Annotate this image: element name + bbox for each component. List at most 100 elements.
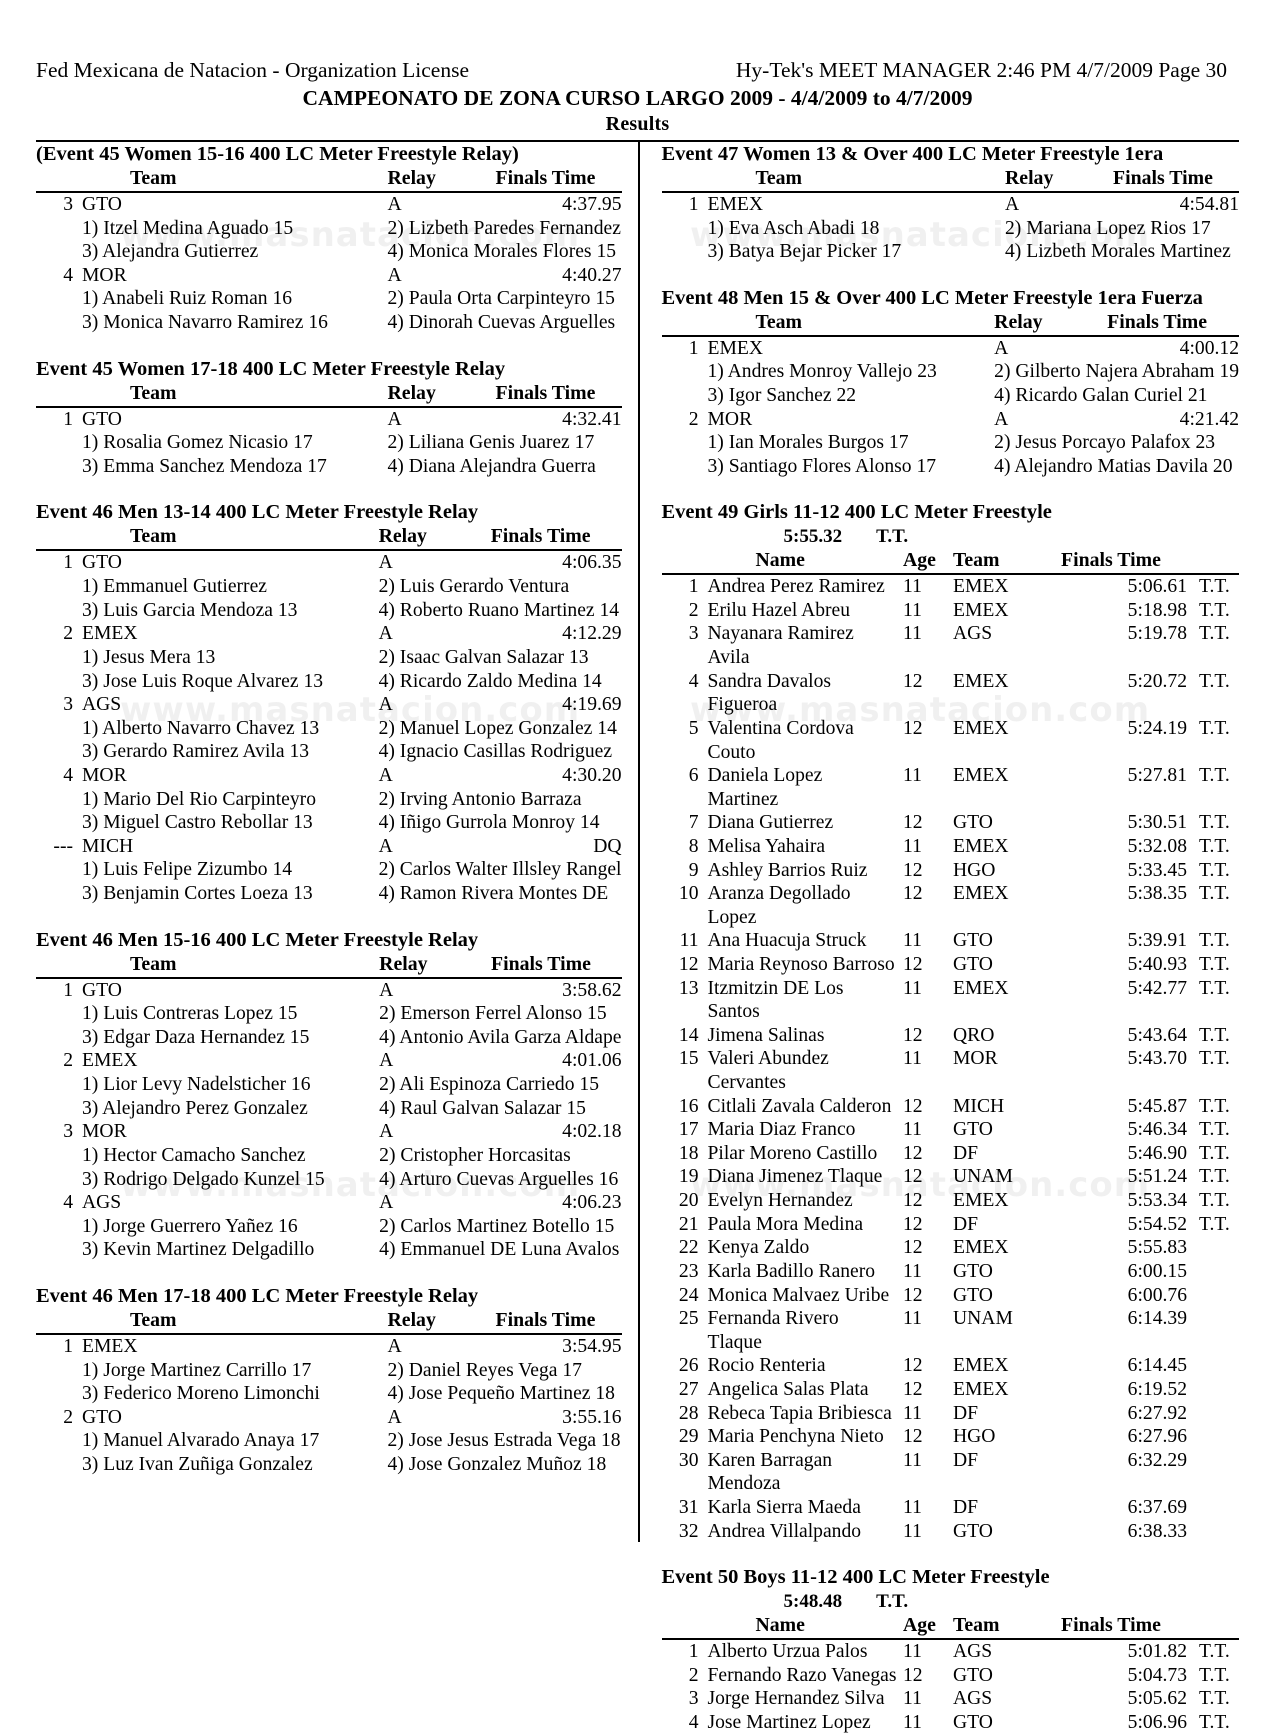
tt-flag: T.T.	[1199, 1711, 1230, 1733]
swimmer-name: Paula Mora Medina	[707, 1213, 864, 1235]
document-header: Fed Mexicana de Natacion - Organization …	[0, 0, 1275, 136]
swimmer-age: 11	[903, 576, 922, 598]
relay-swimmer: 4) Raul Galvan Salazar 15	[379, 1097, 586, 1119]
column-header-team: Team	[707, 310, 995, 337]
place: 12	[678, 953, 699, 975]
table-row: 25 Fernanda Rivero Tlaque 11 UNAM 6:14.39	[662, 1307, 1240, 1354]
table-row: 4 AGS A 4:06.23	[36, 1191, 621, 1215]
swimmer-name: Karen Barragan Mendoza	[707, 1449, 833, 1495]
swimmer-name: Diana Gutierrez	[707, 812, 834, 834]
swimmer-name: Rocio Renteria	[707, 1355, 826, 1377]
relay-swimmer: 1) Emmanuel Gutierrez	[82, 576, 267, 598]
place: 3	[63, 1121, 73, 1143]
place: 19	[678, 1166, 699, 1188]
team-code: GTO	[953, 953, 993, 975]
place: 31	[678, 1497, 699, 1518]
swimmer-age: 12	[903, 1284, 923, 1306]
team-code: DF	[953, 1402, 979, 1424]
finals-time: 4:21.42	[1179, 408, 1239, 430]
place: 3	[688, 623, 699, 645]
finals-time: DQ	[593, 835, 622, 857]
tt-flag: T.T.	[1199, 883, 1230, 905]
tt-flag	[1187, 1520, 1239, 1544]
relay-swimmer: 3) Batya Bejar Picker 17	[707, 241, 902, 263]
relay-swimmer: 1) Jesus Mera 13	[82, 646, 216, 668]
swimmer-age: 12	[903, 883, 923, 905]
swimmer-name: Valentina Cordova Couto	[707, 717, 854, 763]
finals-time: 5:06.96	[1127, 1711, 1187, 1733]
place: 1	[63, 979, 73, 1001]
table-row: 18 Pilar Moreno Castillo 12 DF 5:46.90 T.T.	[662, 1142, 1240, 1166]
relay-results-table: Team Relay Finals Time 1 GTO A 4:32.41 1) Rosal…	[36, 381, 622, 479]
organization-line: Fed Mexicana de Natacion - Organization …	[36, 58, 470, 82]
relay-swimmer: 2) Lizbeth Paredes Fernandez	[387, 217, 621, 239]
place: 32	[678, 1520, 699, 1542]
place: 1	[63, 552, 73, 574]
finals-time: 5:06.61	[1127, 576, 1187, 598]
section-label: Results	[605, 113, 670, 135]
finals-time: 5:01.82	[1127, 1640, 1187, 1662]
finals-time: 6:19.52	[1127, 1378, 1187, 1400]
finals-time: 5:32.08	[1127, 835, 1187, 857]
swimmer-name: Monica Malvaez Uribe	[707, 1284, 890, 1306]
relay-letter: A	[378, 764, 393, 786]
relay-swimmer: 3) Alejandra Gutierrez	[82, 241, 259, 263]
event-title: Event 48 Men 15 & Over 400 LC Meter Free…	[661, 286, 1203, 309]
swimmer-name: Melisa Yahaira	[707, 835, 826, 857]
swimmer-age: 11	[903, 930, 922, 952]
tt-flag: T.T.	[1199, 576, 1230, 598]
team-code: GTO	[953, 1260, 993, 1282]
place: 6	[688, 765, 699, 787]
team-code: EMEX	[953, 1190, 1009, 1212]
relay-legs-row: 3) Alejandro Perez Gonzalez 4) Raul Galva…	[36, 1097, 622, 1121]
table-row: 16 Citlali Zavala Calderon 12 MICH 5:45.87 T.…	[662, 1095, 1240, 1119]
relay-legs-row: 3) Edgar Daza Hernandez 15 4) Antonio Avi…	[36, 1026, 622, 1050]
tt-flag	[1187, 1236, 1239, 1260]
finals-time: 5:43.64	[1127, 1024, 1187, 1046]
team-code: AGS	[953, 623, 993, 645]
table-row: 15 Valeri Abundez Cervantes 11 MOR 5:43.70 T.…	[662, 1047, 1240, 1094]
swimmer-age: 11	[903, 599, 922, 621]
relay-swimmer: 2) Ali Espinoza Carriedo 15	[379, 1074, 600, 1096]
finals-time: 3:55.16	[562, 1406, 622, 1428]
swimmer-age: 11	[903, 1119, 922, 1141]
place: 9	[688, 859, 699, 881]
event-title: Event 50 Boys 11-12 400 LC Meter Freesty…	[661, 1566, 1050, 1589]
swimmer-name: Evelyn Hernandez	[707, 1190, 853, 1212]
table-row: 30 Karen Barragan Mendoza 11 DF 6:32.29	[662, 1449, 1240, 1496]
finals-time: 5:46.90	[1127, 1142, 1187, 1164]
finals-time: 6:00.76	[1127, 1284, 1187, 1306]
swimmer-name: Maria Reynoso Barroso	[707, 953, 895, 975]
column-header-relay: Relay	[378, 525, 491, 552]
tt-flag	[1187, 1378, 1239, 1402]
place: 10	[678, 883, 699, 905]
place: 4	[688, 1711, 699, 1733]
swimmer-name: Pilar Moreno Castillo	[707, 1142, 878, 1164]
swimmer-age: 12	[903, 717, 923, 739]
qualifying-time: 5:48.48	[783, 1591, 843, 1613]
relay-swimmer: 3) Miguel Castro Rebollar 13	[82, 812, 313, 834]
swimmer-name: Ashley Barrios Ruiz	[707, 859, 868, 881]
relay-swimmer: 4) Ricardo Zaldo Medina 14	[378, 670, 602, 692]
team-code: GTO	[953, 1711, 993, 1733]
swimmer-age: 12	[903, 1664, 923, 1686]
relay-swimmer: 1) Luis Felipe Zizumbo 14	[82, 859, 293, 881]
finals-time: 5:45.87	[1127, 1095, 1187, 1117]
table-row: 5 Valentina Cordova Couto 12 EMEX 5:24.19 T.T…	[662, 717, 1240, 764]
table-row: 27 Angelica Salas Plata 12 EMEX 6:19.52	[662, 1378, 1240, 1402]
place: 15	[678, 1048, 699, 1070]
table-row: 14 Jimena Salinas 12 QRO 5:43.64 T.T.	[662, 1024, 1240, 1048]
swimmer-age: 11	[903, 765, 922, 787]
team-code: AGS	[82, 694, 122, 716]
swimmer-name: Maria Diaz Franco	[707, 1119, 856, 1141]
team-code: GTO	[953, 812, 993, 834]
tt-flag: T.T.	[1199, 1024, 1230, 1046]
relay-swimmer: 3) Federico Moreno Limonchi	[82, 1383, 320, 1405]
swimmer-name: Diana Jimenez Tlaque	[707, 1166, 883, 1188]
table-row: 11 Ana Huacuja Struck 11 GTO 5:39.91 T.T.	[662, 929, 1240, 953]
place: 1	[63, 408, 73, 430]
team-code: EMEX	[953, 835, 1009, 857]
place: 2	[63, 1050, 73, 1072]
relay-swimmer: 1) Anabeli Ruiz Roman 16	[82, 288, 293, 310]
place: 11	[679, 930, 699, 952]
